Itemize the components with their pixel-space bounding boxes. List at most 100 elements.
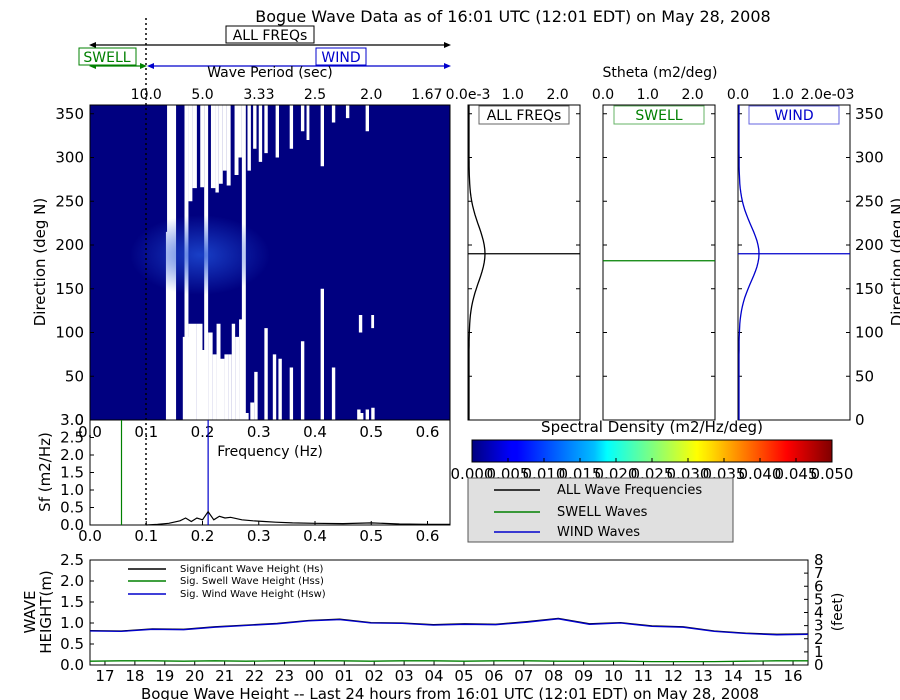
heatmap-masked-cell: [228, 354, 232, 420]
heatmap-masked-cell: [210, 105, 216, 189]
stheta-tick-label: 2.0e-03: [801, 87, 855, 103]
stheta-tick-label: 0.0: [727, 87, 749, 103]
stheta-tick-label: 1.0: [502, 87, 524, 103]
heatmap-masked-cell: [264, 105, 268, 154]
wave-height-axis-label-2: HEIGHT(m): [37, 570, 55, 654]
frequency-tick-label: 0.2: [191, 423, 215, 441]
heatmap-panel: Wave Period (sec) 10.05.03.332.52.01.67 …: [31, 65, 451, 460]
heatmap-masked-cell: [320, 105, 324, 167]
colorbar-title: Spectral Density (m2/Hz/deg): [541, 418, 763, 436]
wave-period-label: Wave Period (sec): [207, 65, 333, 81]
heatmap-masked-cell: [182, 336, 189, 420]
sf-x-tick-label: 0.5: [359, 527, 383, 545]
wind-arrowhead-right: [444, 63, 451, 69]
wh-x-tick-label: 02: [365, 667, 384, 685]
stheta-direction-tick-label: 0: [855, 411, 865, 429]
heatmap-masked-cell: [188, 105, 193, 202]
wh-x-tick-label: 21: [215, 667, 234, 685]
heatmap-masked-cell: [275, 105, 279, 158]
heatmap-masked-cell: [357, 409, 361, 420]
legend-all-label: ALL Wave Frequencies: [557, 483, 702, 498]
direction-tick-label: 0: [74, 411, 84, 429]
direction-tick-label: 350: [55, 105, 84, 123]
heatmap-masked-cell: [222, 105, 227, 171]
heatmap-masked-cell: [200, 105, 205, 188]
stheta-tick-label: 2.0: [681, 87, 703, 103]
stheta-tick-label: 0.0e-3: [446, 87, 491, 103]
stheta-direction-tick-label: 300: [855, 149, 884, 167]
heatmap-masked-cell: [235, 336, 240, 420]
sf-spectrum-line: [146, 510, 450, 526]
heatmap-masked-cell: [331, 105, 336, 123]
wh-x-tick-label: 06: [484, 667, 503, 685]
wh-x-tick-label: 13: [694, 667, 713, 685]
stheta-title: Stheta (m2/deg): [603, 65, 718, 81]
frequency-axis-label: Frequency (Hz): [217, 444, 323, 460]
wh-x-tick-label: 01: [335, 667, 354, 685]
feet-tick-label: 7: [814, 564, 824, 582]
wave-period-tick-label: 2.5: [304, 87, 326, 103]
band-indicators: ALL FREQs SWELL WIND: [78, 25, 451, 69]
heatmap-masked-cell: [345, 105, 350, 119]
heatmap-masked-cell: [360, 413, 364, 420]
stheta-direction-tick-label: 350: [855, 105, 884, 123]
heatmap-masked-cell: [244, 413, 249, 420]
heatmap-masked-cell: [365, 409, 369, 420]
spectrum-legend: ALL Wave Frequencies SWELL Waves WIND Wa…: [467, 477, 734, 543]
direction-tick-label: 50: [65, 367, 84, 385]
wh-x-tick-label: 15: [754, 667, 773, 685]
wh-legend-hsw-label: Sig. Wind Wave Height (Hsw): [180, 589, 326, 600]
wh-hsw-line: [89, 618, 809, 636]
heatmap-masked-cell: [300, 105, 305, 132]
colorbar: Spectral Density (m2/Hz/deg) 0.0000.0050…: [451, 418, 854, 483]
heatmap-masked-cell: [226, 105, 231, 186]
sf-y-tick-label: 2.5: [60, 429, 84, 447]
heatmap-masked-cell: [289, 367, 294, 420]
heatmap-masked-cell: [289, 105, 294, 149]
sf-axis-label: Sf (m2/Hz): [36, 432, 54, 512]
stheta-panel-frame: [737, 104, 851, 421]
stheta-direction-tick-label: 200: [855, 236, 884, 254]
direction-axis-label: Direction (deg N): [31, 198, 49, 327]
heatmap-masked-cell: [202, 350, 209, 420]
stheta-direction-label: Direction (deg N): [888, 198, 900, 327]
heatmap-masked-cell: [358, 315, 363, 333]
frequency-tick-label: 0.1: [134, 423, 158, 441]
wind-label-box: [315, 47, 367, 66]
heatmap-masked-cell: [254, 371, 258, 420]
sf-x-tick-label: 0.3: [247, 527, 271, 545]
wh-x-tick-label: 00: [305, 667, 324, 685]
heatmap-masked-cell: [250, 402, 255, 420]
wh-y-tick-label: 2.0: [60, 572, 84, 590]
sf-y-tick-label: 1.5: [60, 464, 84, 482]
frequency-tick-label: 0.6: [416, 423, 440, 441]
heatmap-masked-cell: [258, 105, 263, 162]
wh-y-tick-label: 1.5: [60, 593, 84, 611]
wave-period-tick-label: 1.67: [411, 87, 442, 103]
feet-tick-label: 5: [814, 590, 824, 608]
direction-tick-label: 250: [55, 192, 84, 210]
heatmap-masked-cell: [196, 323, 203, 420]
feet-tick-label: 8: [814, 551, 824, 569]
heatmap-masked-cell: [234, 105, 239, 175]
feet-tick-label: 4: [814, 604, 824, 622]
direction-tick-label: 300: [55, 149, 84, 167]
heatmap-masked-cell: [247, 105, 251, 171]
heatmap-masked-cell: [220, 358, 225, 420]
heatmap-masked-cell: [165, 231, 175, 420]
wh-x-tick-label: 22: [245, 667, 264, 685]
direction-tick-label: 150: [55, 280, 84, 298]
all-arrowhead-right: [444, 42, 451, 48]
stheta-tick-label: 1.0: [637, 87, 659, 103]
frequency-tick-label: 0.4: [303, 423, 327, 441]
sf-content: 0.00.51.01.52.02.53.00.00.00.10.10.20.20…: [60, 411, 450, 545]
stheta-panel-title: SWELL: [635, 108, 682, 124]
feet-tick-label: 2: [814, 630, 824, 648]
sf-plot: 0.00.51.01.52.02.53.00.00.00.10.10.20.20…: [36, 411, 451, 545]
heatmap-masked-cell: [278, 358, 282, 420]
heatmap-masked-cell: [216, 323, 221, 420]
sf-x-tick-label: 0.2: [191, 527, 215, 545]
wh-hs-line: [89, 617, 809, 635]
direction-ticks: 0 50 100 150 200 250 300 350: [55, 105, 94, 429]
